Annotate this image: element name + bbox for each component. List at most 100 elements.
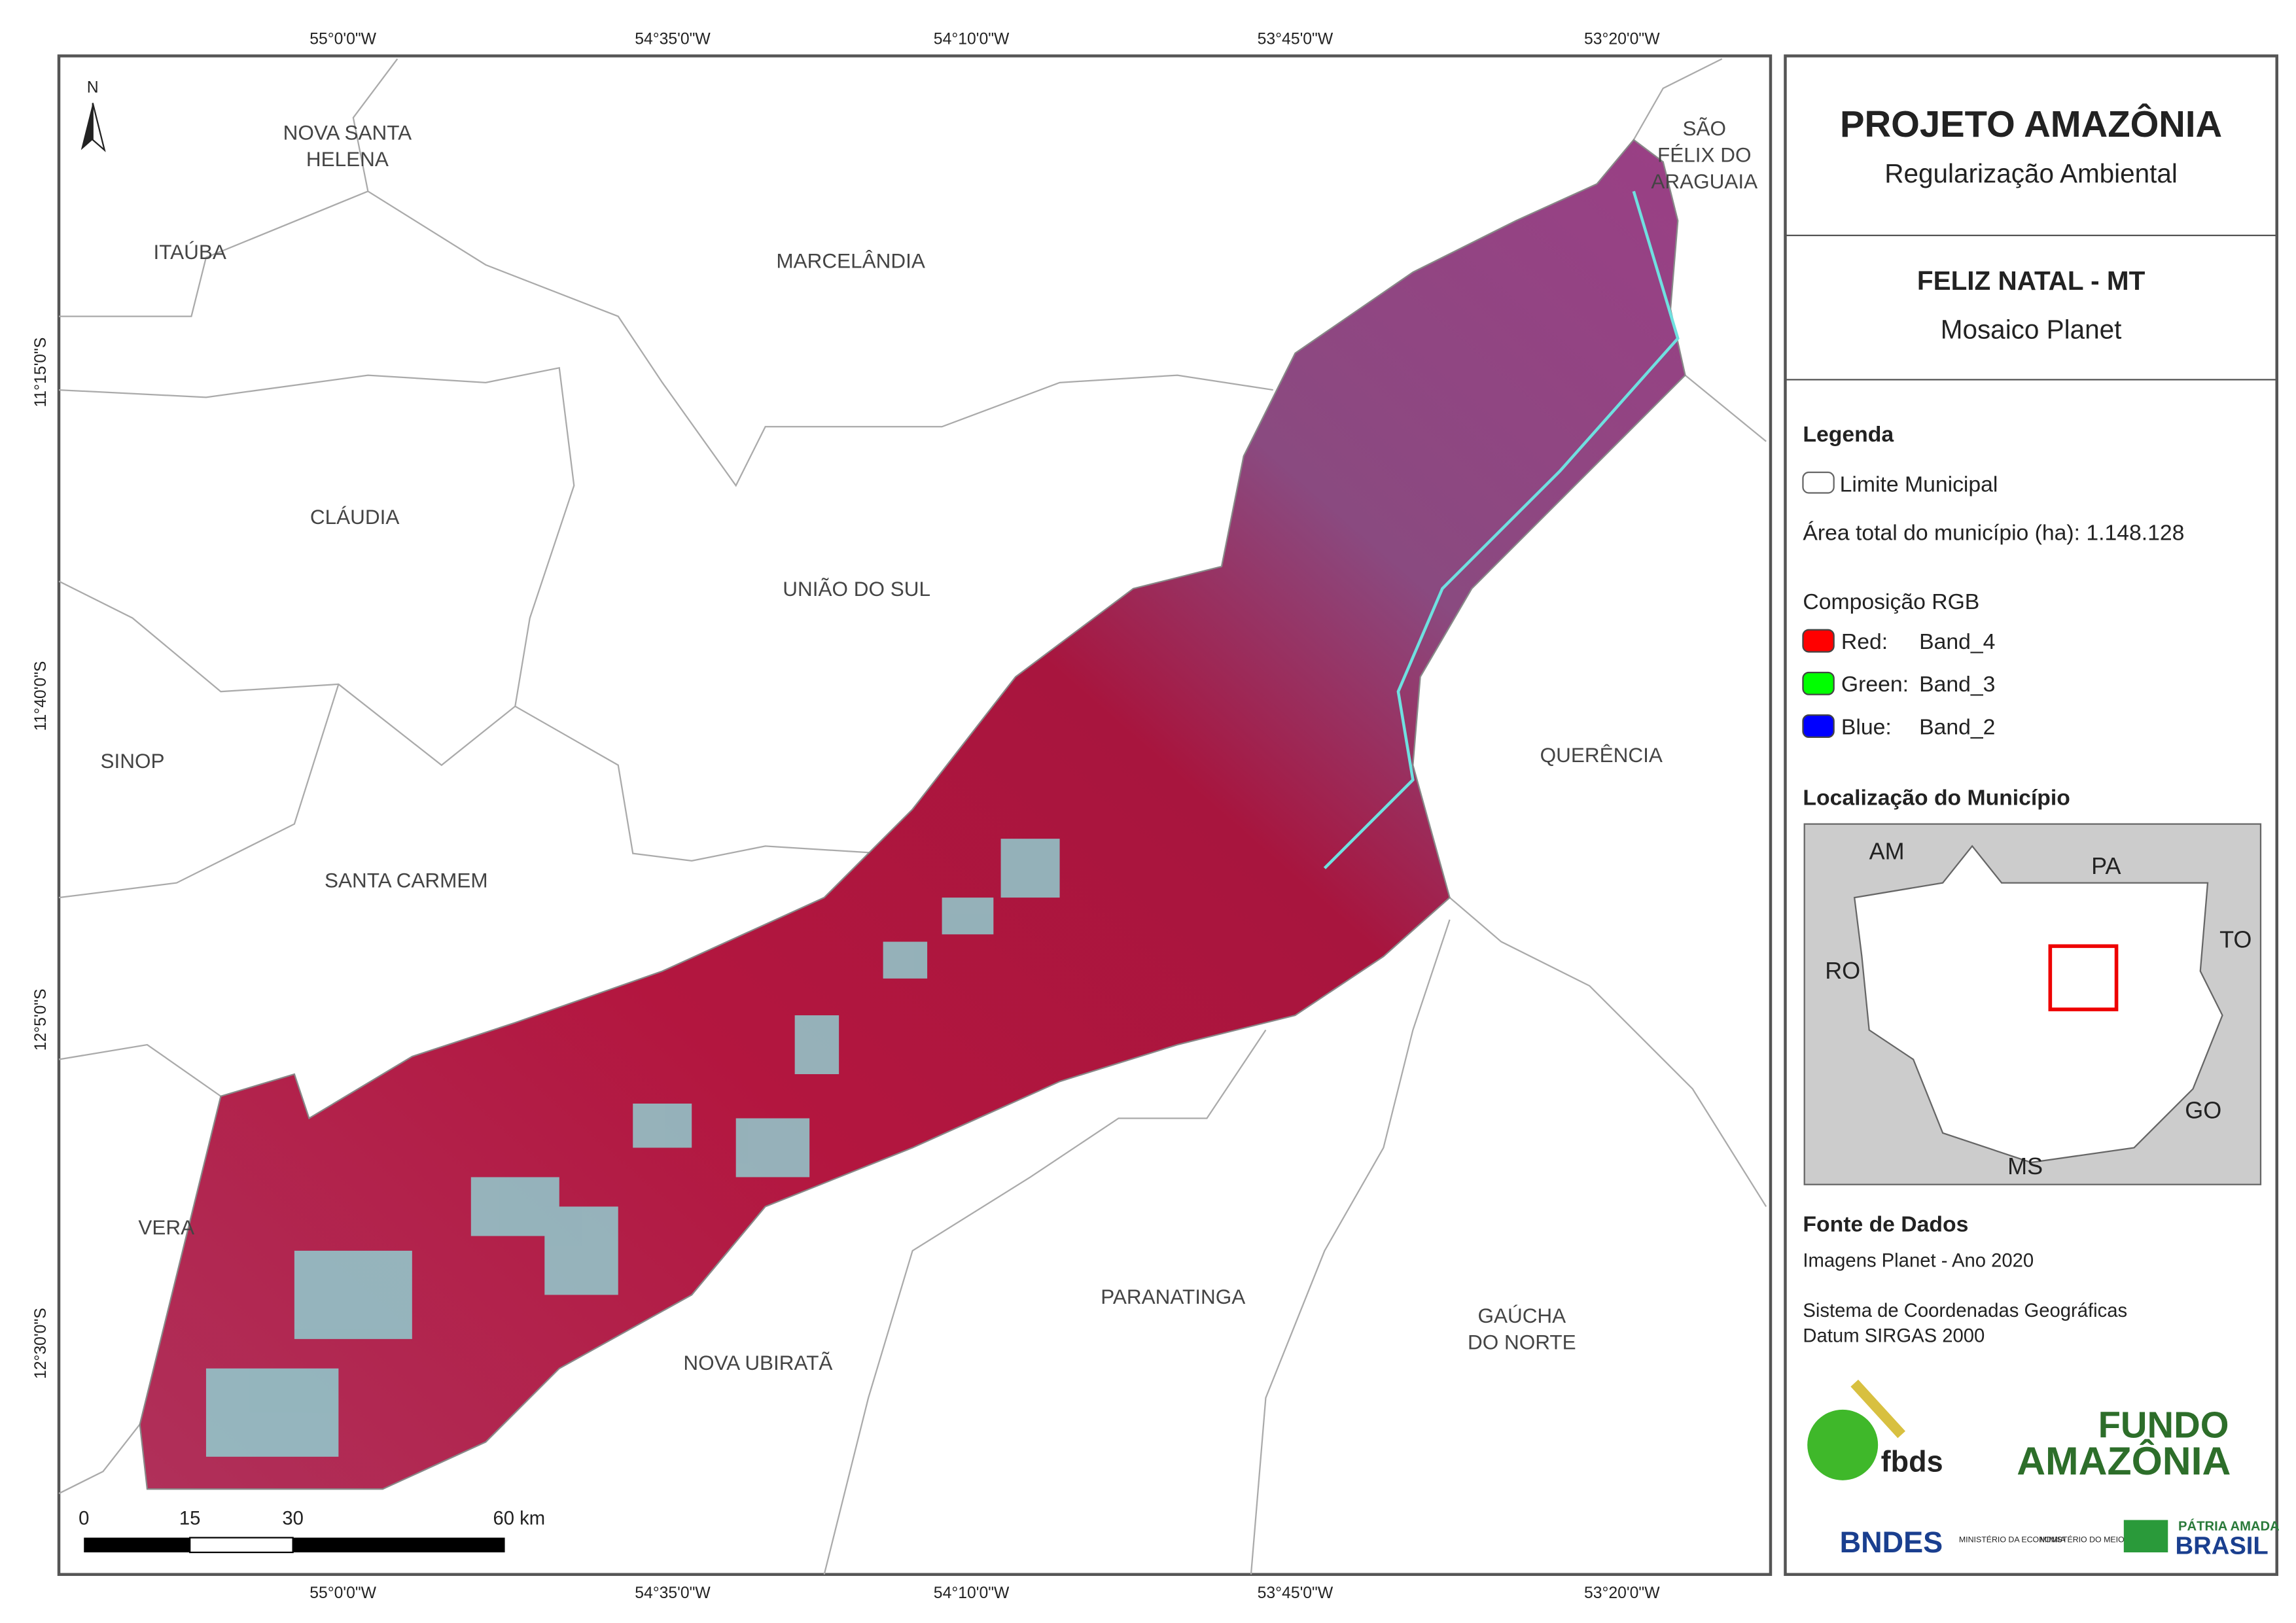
scale-segment: [189, 1537, 294, 1554]
scale-segment: [84, 1537, 190, 1553]
coordinates: 55°0'0"W 54°35'0"W 54°10'0"W 53°45'0"W 53°20…: [32, 30, 1660, 1601]
clearing: [883, 941, 928, 979]
band-swatch: [1802, 671, 1835, 695]
brasil-flag: [2123, 1520, 2168, 1553]
boundary-swatch: [1802, 471, 1835, 494]
location-title: Localização do Município: [1803, 785, 2070, 810]
amazonia-text: AMAZÔNIA: [2017, 1439, 2231, 1483]
left-coordinate: 12°30'0"S: [32, 1308, 50, 1379]
boundary: [1633, 58, 1723, 141]
area-label: Área total do município (ha): 1.148.128: [1803, 521, 2184, 546]
boundary: [367, 190, 1273, 487]
boundary: [1684, 374, 1767, 442]
clearing: [735, 1118, 810, 1178]
source-line: Imagens Planet - Ano 2020: [1803, 1251, 2034, 1272]
state-label: TO: [2219, 926, 2252, 953]
legend-title: Legenda: [1803, 422, 1894, 447]
place-label: PARANATINGA: [1101, 1285, 1245, 1308]
state-label: AM: [1869, 838, 1905, 865]
place-label: DO NORTE: [1468, 1331, 1576, 1354]
left-coordinate: 11°40'0"S: [32, 661, 50, 731]
boundary: [58, 580, 883, 862]
sources-lines: Imagens Planet - Ano 2020 Sistema de Coor…: [1803, 1251, 2127, 1347]
clearing: [205, 1368, 339, 1457]
bottom-coordinate: 53°45'0"W: [1258, 1584, 1333, 1602]
place-label: SÃO: [1682, 116, 1726, 140]
place-label: ARAGUAIA: [1651, 169, 1757, 193]
state-label: RO: [1825, 957, 1860, 984]
boundary: [59, 58, 398, 317]
place-label: NOVA SANTA: [283, 121, 412, 145]
scale-labels: 0 15 30 60 km: [79, 1508, 545, 1529]
state-labels: AM PA RO TO GO MS: [1825, 838, 2252, 1179]
boundary: [58, 1043, 222, 1097]
band-channel: Blue:: [1841, 714, 1892, 739]
clearing: [633, 1103, 692, 1148]
clearing: [544, 1206, 618, 1295]
subtitle: Regularização Ambiental: [1884, 158, 2178, 188]
bottom-coordinate: 53°20'0"W: [1584, 1584, 1660, 1602]
bndes-text: BNDES: [1840, 1526, 1943, 1559]
state-label: MS: [2007, 1153, 2043, 1179]
boundary-label: Limite Municipal: [1840, 472, 1998, 497]
band-channel: Green:: [1841, 672, 1909, 697]
band-channel: Red:: [1841, 629, 1888, 654]
clearing: [942, 898, 994, 935]
fbds-logo: [1807, 1409, 1879, 1480]
rgb-title: Composição RGB: [1803, 589, 1979, 614]
state-label: PA: [2091, 852, 2121, 879]
place-label: SINOP: [100, 749, 164, 773]
municipal-boundaries: [58, 58, 1767, 1575]
boundary: [823, 1029, 1267, 1575]
band-swatch: [1802, 714, 1835, 739]
state-label: GO: [2185, 1096, 2221, 1123]
bottom-coordinate: 55°0'0"W: [309, 1584, 376, 1602]
place-label: FÉLIX DO: [1657, 143, 1751, 166]
place-label: NOVA UBIRATÃ: [683, 1351, 832, 1374]
boundary: [1250, 919, 1451, 1575]
cleared-areas: [205, 839, 1060, 1457]
place-label: HELENA: [306, 147, 389, 171]
north-arrow-right: [92, 103, 106, 152]
place-label: CLÁUDIA: [310, 505, 399, 529]
municipality-image: [139, 139, 1686, 1490]
band-name: Band_3: [1919, 672, 1995, 697]
place-label: VERA: [138, 1215, 194, 1239]
municipality: FELIZ NATAL - MT: [1917, 266, 2146, 296]
band-name: Band_4: [1919, 629, 1995, 654]
band-name: Band_2: [1919, 714, 1995, 739]
scale-bar: [84, 1537, 505, 1554]
place-label: MARCELÂNDIA: [776, 249, 925, 272]
scale-label: 15: [179, 1508, 201, 1529]
clearing: [294, 1250, 412, 1339]
bottom-coordinate: 54°10'0"W: [934, 1584, 1010, 1602]
river: [1323, 190, 1680, 869]
north-label: N: [87, 79, 99, 97]
source-line: Datum SIRGAS 2000: [1803, 1325, 1985, 1346]
top-coordinate: 54°35'0"W: [635, 30, 711, 48]
band-swatch: [1802, 629, 1835, 653]
boundary: [58, 1423, 141, 1495]
scale-segment: [292, 1537, 505, 1553]
panel-frame: [1784, 54, 2278, 1577]
locator-highlight: [2048, 944, 2119, 1011]
locator-state: [1853, 845, 2223, 1164]
scale-label: 30: [282, 1508, 304, 1529]
boundary: [1449, 897, 1767, 1208]
sources-title: Fonte de Dados: [1803, 1212, 1968, 1237]
place-label: UNIÃO DO SUL: [783, 577, 930, 601]
source-line: Sistema de Coordenadas Geográficas: [1803, 1300, 2127, 1321]
fundo-text: FUNDO: [2098, 1405, 2229, 1446]
scale-label: 60 km: [493, 1508, 546, 1529]
product: Mosaico Planet: [1941, 314, 2122, 344]
fbds-text: fbds: [1881, 1444, 1943, 1478]
clearing: [794, 1015, 839, 1075]
clearing: [1000, 839, 1060, 898]
boundary: [58, 684, 340, 899]
left-coordinate: 12°5'0"S: [32, 988, 50, 1051]
fbds-stroke: [1850, 1380, 1905, 1439]
title: PROJETO AMAZÔNIA: [1840, 103, 2222, 145]
